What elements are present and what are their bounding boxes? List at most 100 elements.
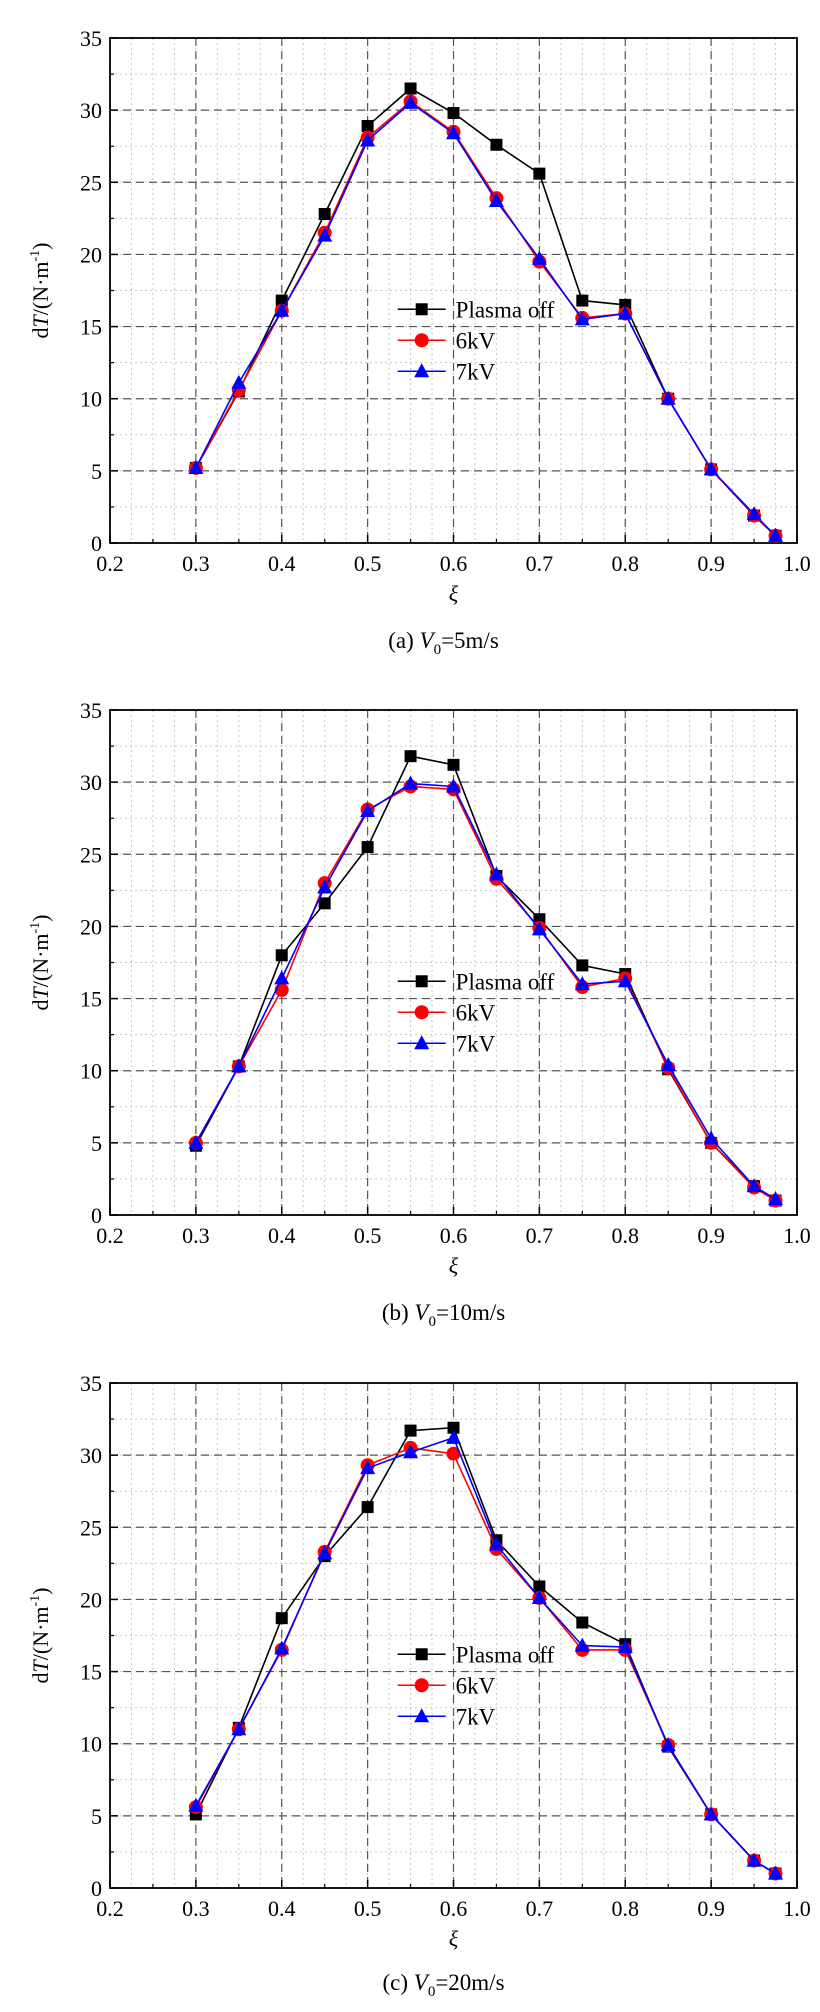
- data-point-7kv: [746, 1178, 762, 1193]
- legend-label-6kv: 6kV: [456, 1673, 496, 1698]
- data-point-plasma-off: [447, 107, 460, 120]
- data-point-7kv: [660, 1737, 676, 1752]
- data-point-7kv: [360, 1460, 376, 1475]
- x-tick-label: 0.9: [697, 551, 725, 576]
- data-point-7kv: [317, 227, 333, 242]
- x-tick-label: 0.7: [526, 1223, 554, 1248]
- series-7kv: [188, 775, 784, 1206]
- x-tick-label: 0.7: [526, 551, 554, 576]
- chart-panel-3: 0.2 0.3 0.4 0.5 0.6 0.7 0.8 0.9 1.0 0 5 10 15 20 25 30 3…: [28, 1371, 811, 2000]
- x-tick-label: 0.4: [268, 1896, 296, 1921]
- y-tick-label: 0: [91, 531, 102, 556]
- legend-marker-7kv: [414, 1035, 430, 1050]
- data-point-7kv: [660, 1056, 676, 1071]
- legend-marker-plasma-off: [415, 975, 428, 988]
- y-tick-label: 20: [80, 1587, 102, 1612]
- legend-label-7kv: 7kV: [456, 1031, 496, 1056]
- chart-panel-1: 0.2 0.3 0.4 0.5 0.6 0.7 0.8 0.9 1.0 0 5 10 15 20 25 30 3…: [28, 26, 811, 658]
- data-point-7kv: [360, 803, 376, 817]
- data-point-7kv: [531, 250, 547, 265]
- data-point-7kv: [574, 311, 590, 326]
- y-tick-label: 10: [80, 1732, 102, 1757]
- legend: Plasma off 6kV 7kV: [397, 1642, 555, 1729]
- x-tick-label: 1.0: [783, 1223, 811, 1248]
- legend-label-plasma-off: Plasma off: [456, 297, 555, 322]
- data-point-plasma-off: [576, 959, 589, 972]
- x-tick-label: 0.9: [697, 1896, 725, 1921]
- data-point-7kv: [274, 302, 290, 317]
- data-point-plasma-off: [576, 294, 589, 307]
- x-tick-label: 0.8: [612, 1223, 640, 1248]
- data-point-7kv: [188, 459, 204, 474]
- y-tick-label: 15: [80, 1660, 102, 1685]
- data-point-plasma-off: [533, 167, 546, 180]
- y-tick-label: 15: [80, 315, 102, 340]
- y-tick-label: 25: [80, 1515, 102, 1540]
- x-tick-label: 1.0: [783, 1896, 811, 1921]
- x-tick-label: 1.0: [783, 551, 811, 576]
- x-tick-label: 0.9: [697, 1223, 725, 1248]
- panel-caption: (b) V0=10m/s: [382, 1300, 505, 1330]
- data-point-plasma-off: [533, 1580, 546, 1593]
- y-tick-label: 30: [80, 1443, 102, 1468]
- y-tick-label: 5: [91, 1131, 102, 1156]
- data-point-plasma-off: [275, 949, 288, 962]
- data-point-7kv: [488, 1536, 504, 1551]
- data-point-plasma-off: [361, 1501, 374, 1514]
- x-tick-label: 0.5: [354, 551, 382, 576]
- x-tick-label: 0.6: [440, 551, 468, 576]
- x-tick-label: 0.8: [612, 1896, 640, 1921]
- data-point-7kv: [446, 125, 461, 140]
- data-point-7kv: [617, 973, 633, 988]
- x-tick-label: 0.6: [440, 1896, 468, 1921]
- data-point-7kv: [768, 1191, 784, 1206]
- data-point-7kv: [746, 506, 762, 521]
- x-tick-label: 0.2: [96, 1896, 124, 1921]
- data-point-7kv: [703, 1130, 719, 1145]
- x-tick-label: 0.7: [526, 1896, 554, 1921]
- data-point-7kv: [403, 775, 419, 790]
- data-point-plasma-off: [404, 82, 417, 95]
- data-point-6kv: [446, 1446, 461, 1461]
- data-point-7kv: [446, 778, 461, 793]
- legend-marker-plasma-off: [415, 1648, 428, 1661]
- y-tick-label: 20: [80, 242, 102, 267]
- legend-label-plasma-off: Plasma off: [456, 969, 555, 994]
- data-point-7kv: [231, 1058, 247, 1073]
- data-point-plasma-off: [447, 1421, 460, 1434]
- panel-caption: (c) V0=20m/s: [382, 1970, 504, 2000]
- data-point-plasma-off: [361, 841, 374, 854]
- x-tick-label: 0.2: [96, 551, 124, 576]
- legend-label-7kv: 7kV: [456, 1704, 496, 1729]
- data-point-7kv: [403, 94, 419, 109]
- y-tick-label: 25: [80, 842, 102, 867]
- x-axis-title: ξ: [449, 1926, 459, 1951]
- y-tick-label: 30: [80, 98, 102, 123]
- legend: Plasma off 6kV 7kV: [397, 969, 555, 1056]
- data-point-7kv: [488, 866, 504, 881]
- series-7kv: [188, 94, 784, 542]
- y-tick-label: 35: [80, 26, 102, 51]
- y-tick-label: 15: [80, 987, 102, 1012]
- y-tick-label: 35: [80, 1371, 102, 1396]
- legend: Plasma off 6kV 7kV: [397, 297, 555, 384]
- x-tick-label: 0.3: [182, 1223, 210, 1248]
- data-point-7kv: [317, 879, 333, 894]
- data-point-7kv: [768, 1865, 784, 1880]
- data-point-plasma-off: [404, 1424, 417, 1437]
- data-point-plasma-off: [318, 897, 331, 910]
- data-point-7kv: [768, 527, 784, 542]
- data-point-7kv: [188, 1797, 204, 1812]
- data-point-7kv: [446, 1429, 461, 1444]
- data-point-7kv: [188, 1134, 204, 1149]
- data-point-7kv: [531, 1589, 547, 1604]
- chart-panel-2: 0.2 0.3 0.4 0.5 0.6 0.7 0.8 0.9 1.0 0 5 10 15 20 25 30 3…: [28, 698, 811, 1330]
- x-tick-label: 0.8: [612, 551, 640, 576]
- data-point-plasma-off: [361, 120, 374, 133]
- y-tick-label: 30: [80, 770, 102, 795]
- x-axis-title: ξ: [449, 581, 459, 606]
- legend-marker-7kv: [414, 1708, 430, 1723]
- data-point-7kv: [703, 1806, 719, 1821]
- x-tick-label: 0.4: [268, 1223, 296, 1248]
